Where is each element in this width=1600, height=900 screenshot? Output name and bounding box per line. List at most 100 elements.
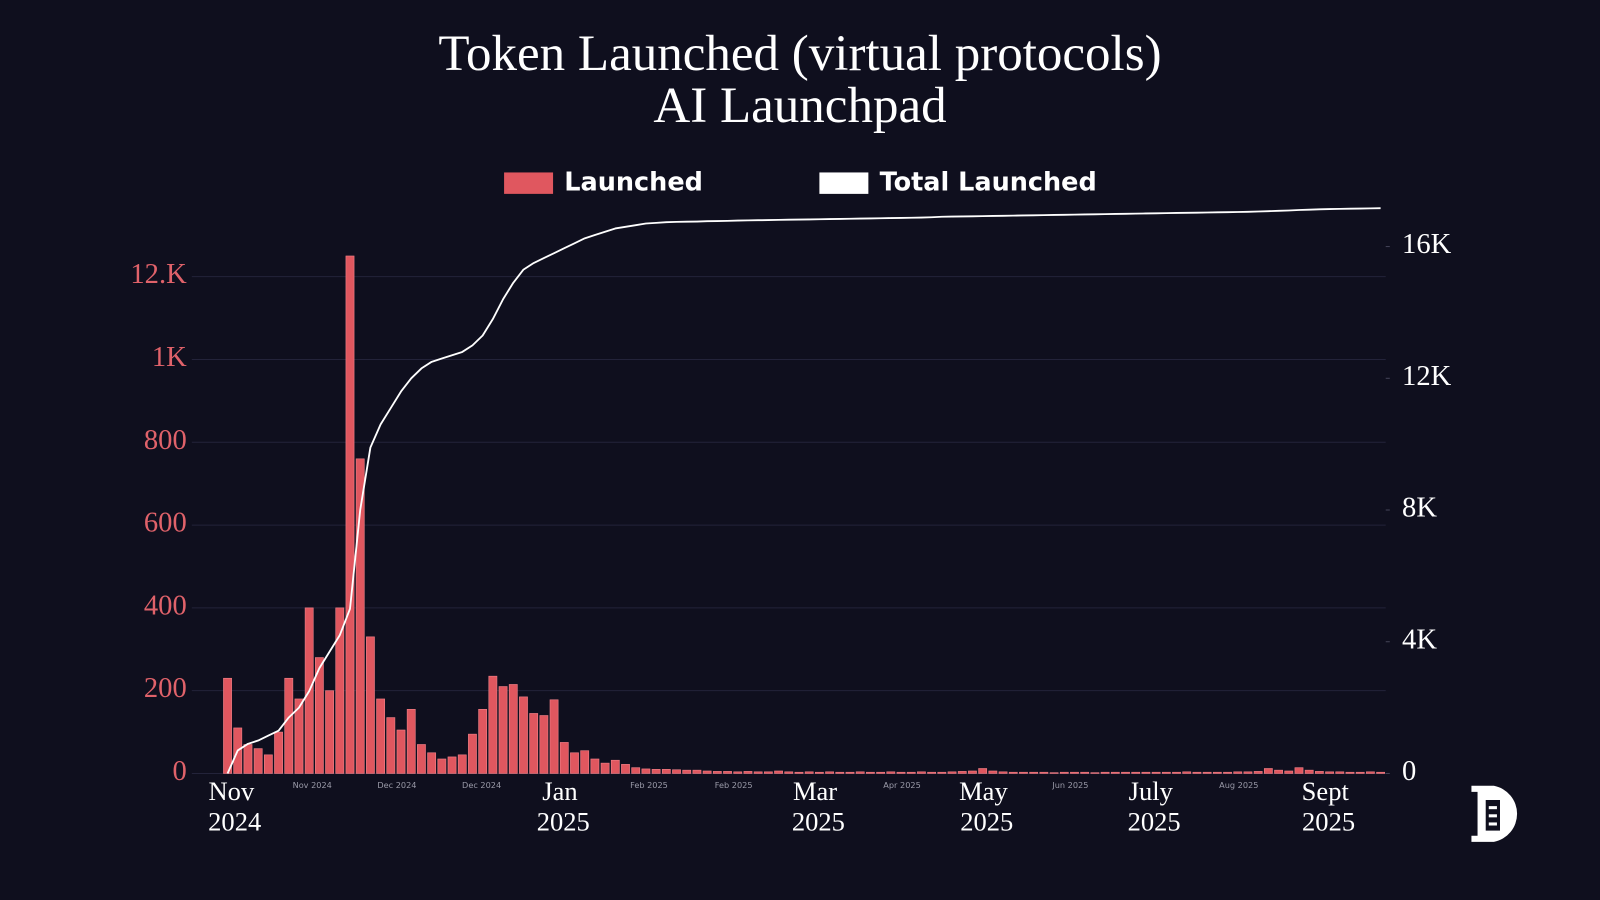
bar [294, 698, 304, 774]
bar [447, 756, 457, 774]
bar [263, 754, 273, 774]
bar [1315, 771, 1324, 774]
bar [549, 699, 559, 774]
bar [692, 769, 702, 774]
bar [1335, 771, 1345, 774]
chart-title: Token Launched (virtual protocols) [438, 26, 1161, 82]
x-tick-label: Sept 2025 [1302, 776, 1356, 837]
y-tick-label: 1K [152, 342, 187, 373]
bar [437, 758, 447, 774]
bar [325, 690, 334, 774]
y-tick-label: 400 [144, 590, 187, 621]
legend-label: Launched [564, 168, 703, 198]
minor-x-tick-label: Dec 2024 [462, 780, 501, 790]
bar [427, 752, 437, 774]
bar [855, 771, 865, 774]
bar [1355, 771, 1365, 774]
bar [1345, 771, 1355, 774]
logo [1471, 785, 1518, 842]
bar [1325, 771, 1334, 774]
bar [478, 708, 488, 774]
bar [376, 698, 386, 774]
bar [988, 770, 998, 774]
bar [804, 771, 814, 774]
bar [1029, 771, 1039, 774]
bar [539, 715, 549, 774]
bar [763, 771, 773, 774]
bar [651, 769, 661, 774]
bar [1284, 770, 1294, 774]
bar [794, 771, 804, 774]
bar [1233, 771, 1243, 774]
legend-swatch [504, 172, 554, 194]
bar [559, 742, 569, 774]
bar [947, 771, 957, 774]
minor-x-tick-label: Feb 2025 [630, 780, 668, 790]
bar [1100, 771, 1110, 774]
bar [1110, 771, 1120, 774]
bar [1008, 771, 1018, 774]
line [226, 207, 1381, 774]
bar [590, 758, 600, 774]
minor-x-tick-label: Dec 2024 [377, 780, 416, 790]
bar [774, 770, 783, 774]
y2-tick-label: 16K [1402, 229, 1452, 260]
bar [386, 717, 396, 774]
bar [610, 759, 620, 774]
minor-x-tick-label: Aug 2025 [1219, 780, 1258, 790]
minor-x-tick-label: Feb 2025 [715, 780, 753, 790]
x-tick-label: Mar 2025 [792, 776, 845, 837]
bar [937, 771, 947, 774]
bar [927, 771, 937, 774]
bar [498, 686, 508, 774]
bar [284, 677, 294, 774]
bar [784, 771, 794, 774]
bar [1131, 771, 1141, 774]
bar [743, 771, 753, 774]
bar [508, 684, 518, 774]
bar [753, 771, 763, 774]
y-tick-label: 12.K [130, 259, 187, 290]
bar [825, 771, 834, 774]
bar [570, 752, 579, 774]
minor-x-tick-label: Apr 2025 [883, 780, 920, 790]
bar [876, 771, 885, 774]
bar [1376, 771, 1385, 774]
bar [845, 771, 855, 774]
bar [488, 675, 498, 774]
bar [906, 771, 916, 774]
bar [580, 750, 590, 774]
bar [1121, 771, 1130, 774]
bar [1263, 768, 1273, 774]
bar [896, 771, 906, 774]
minor-x-tick-label: Jun 2025 [1051, 780, 1088, 790]
bar [866, 771, 875, 774]
bar [519, 696, 528, 774]
legend-swatch [819, 172, 869, 194]
y2-tick-label: 8K [1402, 493, 1437, 524]
bar [1019, 771, 1028, 774]
bar [1304, 769, 1314, 774]
bar [396, 729, 406, 774]
x-tick-label: Jan 2025 [537, 776, 590, 837]
bar [1253, 771, 1263, 774]
bar [468, 733, 477, 774]
bar [315, 657, 324, 774]
minor-x-tick-label: Nov 2024 [293, 780, 332, 790]
bar [1202, 771, 1212, 774]
bar [345, 255, 355, 774]
bar [1223, 771, 1232, 774]
legend-label: Total Launched [880, 168, 1097, 198]
bar [835, 771, 845, 774]
bar [723, 771, 732, 774]
bar [1059, 771, 1069, 774]
bar [917, 771, 926, 774]
x-tick-label: May 2025 [959, 776, 1014, 837]
bar [253, 748, 263, 774]
bar [886, 771, 896, 774]
bar [223, 677, 232, 774]
x-tick-label: July 2025 [1128, 776, 1181, 837]
bar [406, 708, 416, 774]
